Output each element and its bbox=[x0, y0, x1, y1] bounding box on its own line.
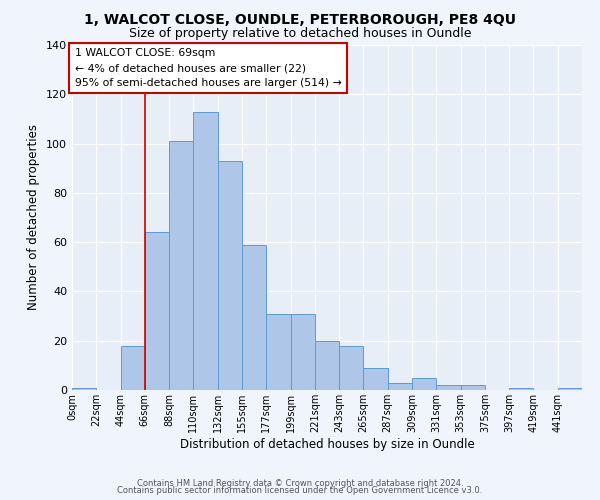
Bar bbox=[266, 314, 290, 390]
Text: Contains public sector information licensed under the Open Government Licence v3: Contains public sector information licen… bbox=[118, 486, 482, 495]
Text: Contains HM Land Registry data © Crown copyright and database right 2024.: Contains HM Land Registry data © Crown c… bbox=[137, 478, 463, 488]
Y-axis label: Number of detached properties: Number of detached properties bbox=[28, 124, 40, 310]
Text: 1, WALCOT CLOSE, OUNDLE, PETERBOROUGH, PE8 4QU: 1, WALCOT CLOSE, OUNDLE, PETERBOROUGH, P… bbox=[84, 12, 516, 26]
Text: 1 WALCOT CLOSE: 69sqm
← 4% of detached houses are smaller (22)
95% of semi-detac: 1 WALCOT CLOSE: 69sqm ← 4% of detached h… bbox=[74, 48, 341, 88]
Bar bbox=[193, 112, 218, 390]
Bar bbox=[290, 314, 315, 390]
Bar bbox=[339, 346, 364, 390]
X-axis label: Distribution of detached houses by size in Oundle: Distribution of detached houses by size … bbox=[179, 438, 475, 450]
Bar bbox=[558, 388, 582, 390]
Bar bbox=[121, 346, 145, 390]
Bar bbox=[218, 161, 242, 390]
Bar bbox=[145, 232, 169, 390]
Bar bbox=[364, 368, 388, 390]
Text: Size of property relative to detached houses in Oundle: Size of property relative to detached ho… bbox=[129, 28, 471, 40]
Bar bbox=[72, 388, 96, 390]
Bar bbox=[412, 378, 436, 390]
Bar bbox=[436, 385, 461, 390]
Bar bbox=[509, 388, 533, 390]
Bar bbox=[388, 382, 412, 390]
Bar bbox=[315, 340, 339, 390]
Bar bbox=[169, 141, 193, 390]
Bar bbox=[461, 385, 485, 390]
Bar bbox=[242, 244, 266, 390]
